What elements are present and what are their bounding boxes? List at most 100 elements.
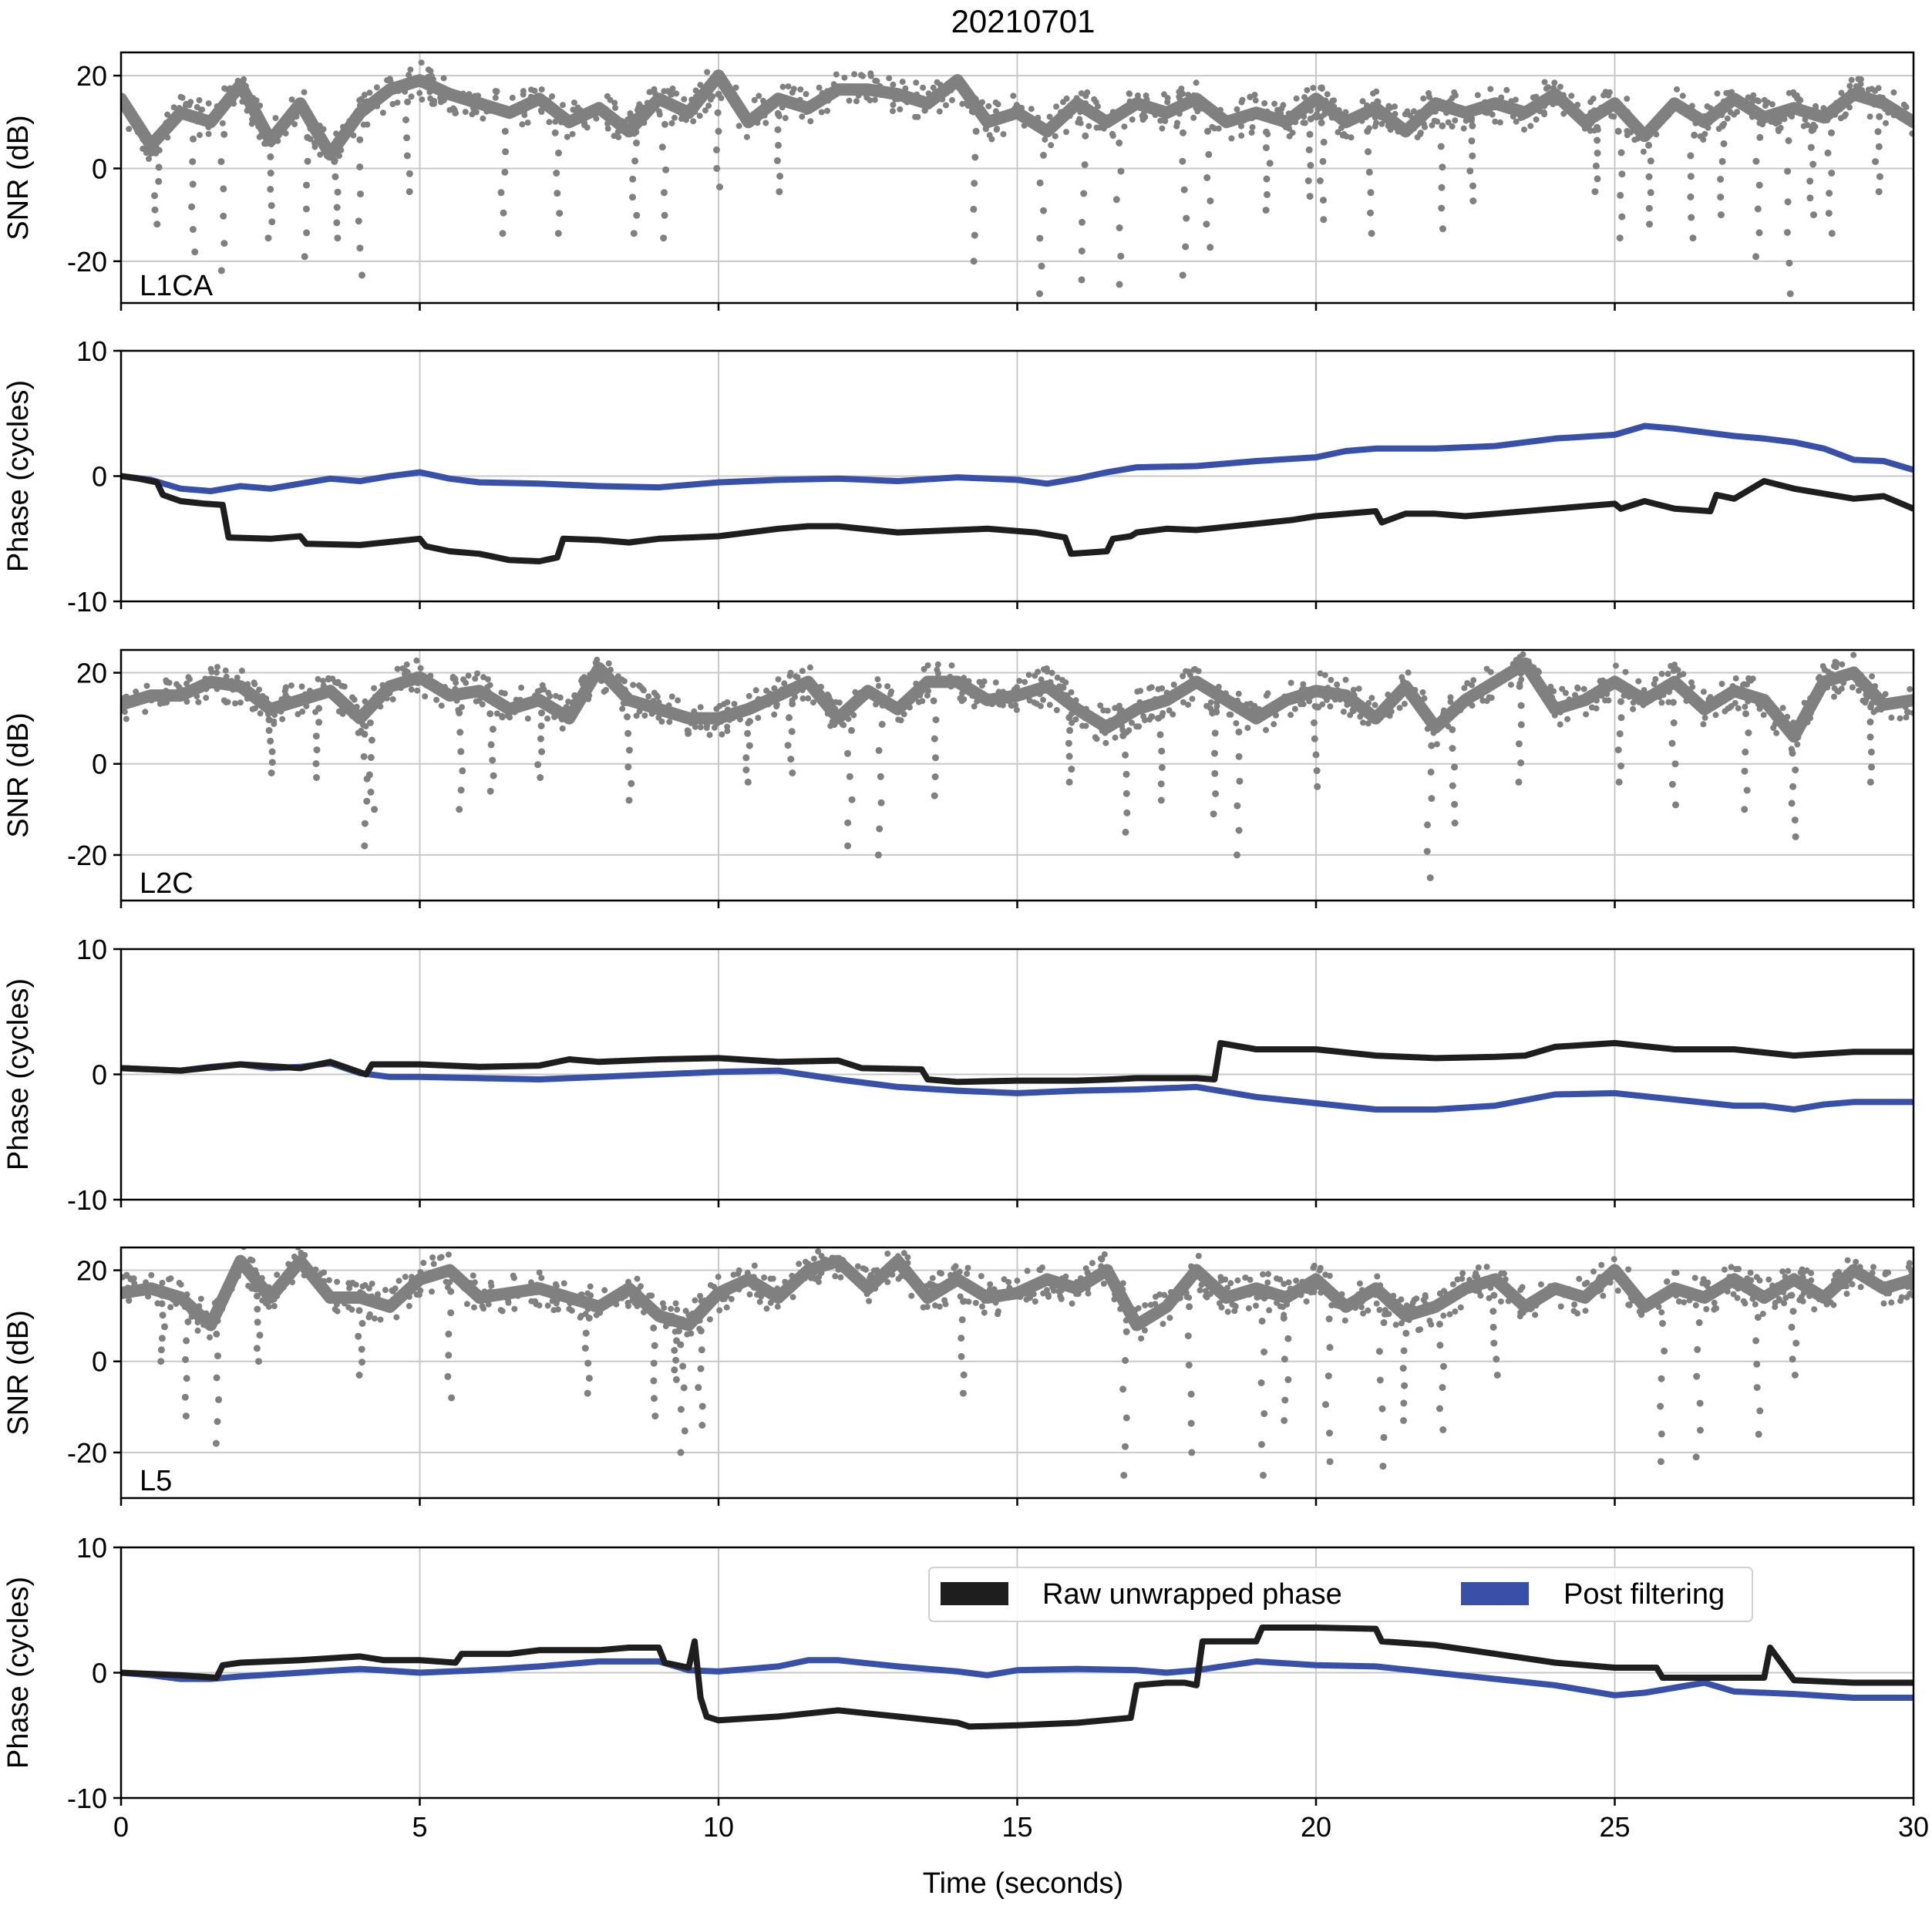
- snr-point: [453, 679, 459, 686]
- snr-point: [429, 100, 436, 107]
- snr-outlier-point: [1040, 207, 1047, 214]
- snr-point: [1349, 1296, 1356, 1303]
- snr-point: [463, 1301, 470, 1308]
- snr-point: [123, 103, 130, 109]
- snr-point: [577, 1314, 584, 1321]
- y-axis-label: Phase (cycles): [2, 380, 35, 572]
- snr-outlier-point: [971, 180, 978, 187]
- snr-outlier-point: [1210, 810, 1217, 818]
- snr-point: [1840, 679, 1847, 686]
- snr-outlier-point: [1687, 173, 1695, 180]
- snr-outlier-point: [1783, 229, 1791, 236]
- snr-point: [638, 1283, 644, 1290]
- snr-point: [1385, 118, 1392, 125]
- snr-point: [1625, 1266, 1632, 1273]
- snr-point: [799, 668, 806, 675]
- snr-outlier-point: [501, 168, 509, 176]
- snr-point: [527, 702, 534, 709]
- snr-point: [1368, 695, 1375, 702]
- snr-outlier-point: [1263, 128, 1270, 136]
- snr-point: [779, 686, 786, 693]
- snr-point: [131, 1280, 138, 1287]
- snr-point: [645, 1301, 651, 1308]
- snr-point: [711, 1284, 718, 1290]
- snr-outlier-point: [1182, 243, 1190, 251]
- snr-outlier-point: [1436, 1342, 1444, 1349]
- snr-point: [1190, 666, 1197, 673]
- snr-point: [471, 1293, 478, 1300]
- snr-point: [336, 1295, 343, 1301]
- snr-outlier-point: [1116, 224, 1123, 231]
- snr-outlier-point: [677, 1449, 685, 1456]
- snr-point: [1623, 1278, 1630, 1284]
- snr-outlier-point: [1718, 157, 1726, 165]
- snr-point: [1803, 1278, 1810, 1285]
- snr-point: [594, 1307, 601, 1314]
- snr-outlier-point: [1645, 141, 1652, 149]
- snr-point: [1047, 678, 1054, 685]
- snr-point: [1769, 101, 1775, 108]
- snr-point: [1261, 100, 1268, 106]
- snr-point: [1628, 1288, 1635, 1295]
- snr-outlier-point: [1756, 1290, 1764, 1298]
- snr-outlier-point: [1311, 735, 1318, 742]
- snr-point: [1112, 705, 1119, 712]
- x-ticks: [119, 601, 1915, 609]
- snr-point: [1563, 701, 1570, 708]
- snr-outlier-point: [265, 716, 273, 724]
- y-axis-label: SNR (dB): [2, 1310, 35, 1436]
- snr-point: [775, 676, 782, 683]
- snr-outlier-point: [1187, 1390, 1195, 1398]
- snr-point: [143, 682, 150, 689]
- snr-point: [818, 1253, 825, 1259]
- snr-point: [1340, 709, 1347, 715]
- snr-point: [987, 1295, 994, 1301]
- snr-point: [318, 1283, 325, 1290]
- snr-point: [1838, 89, 1845, 96]
- snr-point: [427, 672, 434, 679]
- snr-point: [1550, 96, 1557, 103]
- snr-point: [1032, 672, 1038, 679]
- snr-point: [685, 110, 691, 117]
- snr-outlier-point: [302, 205, 310, 213]
- snr-outlier-point: [680, 1384, 688, 1392]
- snr-point: [1880, 1300, 1887, 1307]
- snr-point: [1668, 662, 1675, 669]
- snr-point: [1335, 116, 1341, 123]
- snr-outlier-point: [1617, 714, 1625, 722]
- snr-outlier-point: [358, 1320, 366, 1327]
- snr-point: [1551, 79, 1558, 86]
- snr-point: [1215, 125, 1222, 132]
- snr-point: [1786, 89, 1792, 96]
- snr-outlier-point: [1695, 1319, 1703, 1326]
- snr-outlier-point: [254, 1318, 261, 1326]
- snr-outlier-point: [1211, 689, 1219, 696]
- snr-outlier-point: [303, 229, 311, 237]
- snr-point: [1147, 1301, 1154, 1308]
- snr-outlier-point: [361, 820, 369, 827]
- snr-point: [1658, 671, 1665, 677]
- snr-point: [719, 731, 725, 738]
- snr-point: [366, 1311, 373, 1318]
- snr-point: [1281, 693, 1288, 700]
- snr-point: [1520, 651, 1526, 658]
- snr-point: [249, 116, 256, 123]
- snr-point: [178, 1294, 185, 1301]
- snr-outlier-point: [490, 772, 497, 779]
- snr-outlier-point: [215, 1396, 223, 1403]
- snr-outlier-point: [1742, 710, 1749, 718]
- snr-point: [890, 108, 896, 115]
- snr-point: [719, 1296, 726, 1302]
- snr-point: [850, 712, 857, 719]
- snr-outlier-point: [182, 1355, 189, 1363]
- snr-point: [481, 1288, 488, 1295]
- snr-point: [1811, 1306, 1818, 1313]
- snr-outlier-point: [1826, 190, 1833, 197]
- snr-outlier-point: [774, 126, 782, 133]
- snr-point: [1847, 89, 1853, 96]
- snr-outlier-point: [1826, 109, 1833, 116]
- snr-point: [1335, 129, 1341, 136]
- snr-point: [1813, 696, 1819, 703]
- snr-outlier-point: [1263, 175, 1271, 183]
